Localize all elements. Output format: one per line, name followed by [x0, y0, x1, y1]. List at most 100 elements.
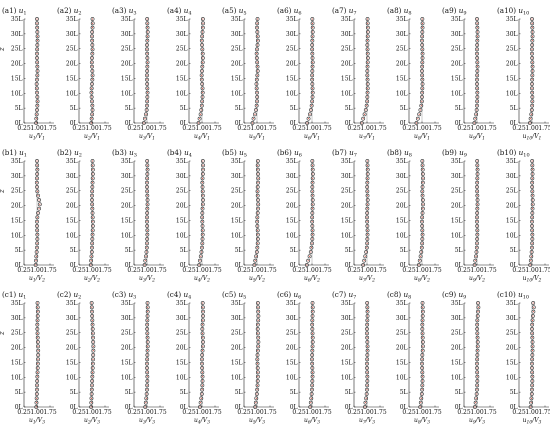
data-point-ring — [530, 366, 534, 370]
data-point-core — [476, 105, 478, 107]
x-axis-label: u8/V3 — [414, 417, 430, 426]
data-point-ring — [365, 43, 370, 47]
y-tick-label: 30L — [231, 315, 243, 322]
data-point-core — [257, 160, 259, 162]
data-point-ring — [420, 379, 425, 383]
data-point-ring — [365, 241, 370, 246]
data-point-ring — [142, 263, 147, 267]
x-tick-label: 1.75 — [318, 267, 332, 274]
data-point-ring — [475, 366, 479, 370]
data-point-ring — [35, 383, 39, 388]
data-point-core — [311, 74, 313, 76]
data-point-ring — [530, 383, 535, 388]
data-point-core — [476, 27, 478, 29]
data-point-core — [531, 354, 533, 356]
x-tick-label: 0.25 — [17, 125, 31, 132]
data-point-ring — [35, 30, 40, 34]
data-point-core — [201, 242, 203, 244]
y-tick-label: 20L — [231, 61, 243, 68]
data-point-ring — [254, 77, 259, 82]
data-point-ring — [530, 232, 535, 237]
y-tick-label: 10L — [396, 374, 408, 381]
data-point-core — [476, 363, 478, 365]
data-point-core — [476, 247, 478, 249]
data-point-core — [366, 70, 368, 72]
data-point-core — [146, 380, 148, 382]
x-tick-label: 0.25 — [512, 267, 526, 274]
data-point-core — [422, 337, 424, 339]
data-point-core — [421, 380, 424, 382]
data-point-ring — [90, 215, 95, 220]
data-point-ring — [35, 387, 39, 392]
data-point-core — [91, 186, 93, 188]
data-point-core — [91, 315, 93, 317]
y-tick-label: 0L — [455, 404, 463, 411]
data-point-ring — [475, 193, 480, 198]
data-point-core — [256, 61, 258, 63]
data-point-ring — [35, 301, 40, 305]
data-point-core — [200, 113, 202, 115]
data-point-ring — [145, 206, 150, 211]
data-point-core — [91, 79, 93, 81]
x-tick-label: 1.00 — [305, 125, 319, 132]
data-point-core — [90, 397, 93, 399]
data-point-ring — [90, 43, 95, 47]
data-point-core — [35, 264, 37, 266]
data-point-core — [531, 358, 533, 360]
data-point-core — [36, 70, 39, 72]
data-point-core — [146, 195, 148, 197]
x-tick-label: 1.75 — [263, 125, 277, 132]
data-point-core — [201, 216, 203, 218]
data-point-ring — [420, 361, 424, 366]
data-point-core — [531, 367, 533, 369]
y-tick-label: 35L — [506, 158, 518, 165]
data-point-ring — [145, 379, 150, 383]
data-point-core — [476, 70, 478, 72]
data-point-ring — [90, 383, 94, 388]
data-point-ring — [420, 305, 425, 310]
data-point-ring — [475, 206, 480, 211]
data-point-core — [146, 199, 149, 201]
data-point-core — [257, 238, 259, 240]
y-tick-label: 25L — [121, 188, 133, 195]
data-point-core — [476, 92, 478, 94]
y-tick-label: 20L — [451, 203, 463, 210]
data-point-ring — [145, 331, 150, 336]
data-point-core — [366, 234, 369, 236]
data-point-ring — [90, 202, 95, 207]
data-point-core — [364, 402, 366, 404]
data-point-ring — [420, 95, 424, 99]
y-tick-label: 20L — [451, 61, 463, 68]
data-point-core — [143, 122, 145, 124]
data-point-core — [91, 35, 93, 37]
data-point-core — [91, 199, 93, 201]
y-tick-label: 25L — [451, 46, 463, 53]
data-point-ring — [89, 86, 94, 91]
data-point-core — [36, 44, 38, 46]
data-point-ring — [255, 366, 260, 370]
data-point-ring — [365, 366, 369, 370]
x-axis-label: u4/V2 — [194, 275, 210, 284]
data-point-core — [309, 113, 311, 115]
x-tick-label: 1.75 — [538, 125, 550, 132]
y-tick-label: 30L — [121, 315, 133, 322]
y-tick-label: 25L — [506, 330, 518, 337]
y-tick-label: 0L — [290, 120, 298, 127]
data-point-ring — [145, 335, 150, 340]
data-point-ring — [255, 374, 260, 379]
data-point-ring — [201, 314, 205, 318]
data-point-ring — [475, 51, 479, 56]
data-point-core — [362, 264, 364, 266]
data-point-ring — [255, 353, 260, 357]
data-point-core — [146, 96, 148, 98]
data-point-ring — [145, 25, 150, 30]
data-point-core — [91, 393, 93, 395]
data-point-ring — [145, 232, 150, 237]
data-point-ring — [310, 17, 315, 21]
data-point-ring — [310, 25, 315, 30]
data-point-core — [422, 350, 424, 352]
data-point-core — [533, 306, 535, 308]
data-point-ring — [200, 387, 205, 392]
data-point-core — [38, 208, 40, 210]
data-point-core — [145, 251, 148, 253]
